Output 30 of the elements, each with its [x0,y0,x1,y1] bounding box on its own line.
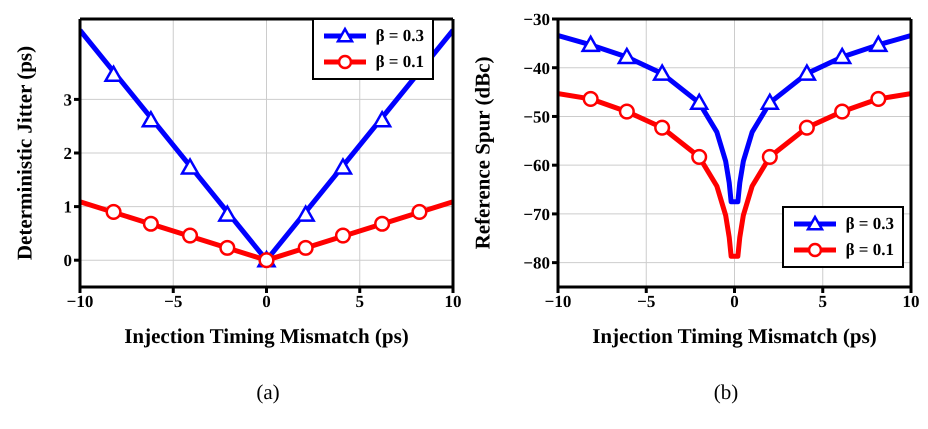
y-tick-label: −70 [523,204,550,224]
y-tick-label: −60 [523,156,550,176]
x-tick-label: −5 [164,292,182,312]
x-axis-title: Injection Timing Mismatch (ps) [124,324,409,348]
x-tick-label: 10 [444,292,462,312]
legend-label: β = 0.3 [846,214,894,234]
x-tick-label: 5 [818,292,827,312]
y-axis-title: Deterministic Jitter (ps) [12,46,36,260]
x-tick-label: 0 [262,292,271,312]
legend-label: β = 0.1 [846,240,894,260]
y-tick-label: −80 [523,254,550,273]
y-tick-label: −40 [523,58,550,78]
x-tick-label: 5 [356,292,364,312]
x-tick-label: −10 [66,292,94,312]
y-tick-label: 3 [64,90,72,110]
x-tick-label: 0 [730,292,739,312]
y-axis-title: Reference Spur (dBc) [470,56,494,250]
x-tick-label: 10 [902,292,920,312]
y-tick-label: 0 [64,251,72,270]
text: (b) [712,380,740,405]
y-tick-label: −50 [523,107,550,126]
x-tick-label: −10 [544,292,572,312]
y-tick-label: 1 [64,198,72,217]
y-tick-label: 2 [64,144,72,164]
text: (a) [255,380,281,405]
legend-label: β = 0.1 [376,52,424,72]
x-tick-label: −5 [637,292,656,312]
legend-label: β = 0.3 [376,26,424,46]
y-tick-label: −30 [523,10,550,30]
x-axis-title: Injection Timing Mismatch (ps) [592,324,877,348]
